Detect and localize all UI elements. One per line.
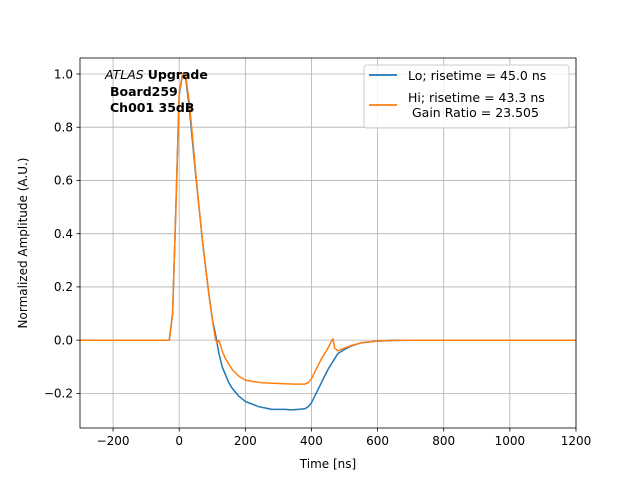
x-tick-label: 0 xyxy=(175,434,183,448)
y-tick-label: 0.4 xyxy=(54,227,73,241)
y-axis-label: Normalized Amplitude (A.U.) xyxy=(16,158,30,329)
annotation-line-1: ATLAS Upgrade xyxy=(104,67,208,82)
annotation-upgrade: Upgrade xyxy=(148,67,208,82)
legend-label-lo: Lo; risetime = 45.0 ns xyxy=(408,68,546,83)
annotation-atlas: ATLAS xyxy=(104,67,144,82)
annotation-channel: Ch001 35dB xyxy=(110,100,194,115)
legend-label-line: Lo; risetime = 45.0 ns xyxy=(408,68,546,83)
annotation-board: Board259 xyxy=(110,84,178,99)
series-layer xyxy=(80,73,576,411)
axes-frame xyxy=(79,57,577,429)
y-tick-label: 0.8 xyxy=(54,121,73,135)
x-tick-label: 800 xyxy=(432,434,455,448)
x-tick-label: 1200 xyxy=(561,434,592,448)
annotation: ATLAS Upgrade Board259 Ch001 35dB xyxy=(104,67,208,115)
legend-label-hi: Hi; risetime = 43.3 ns Gain Ratio = 23.5… xyxy=(408,90,545,120)
x-tick-label: 600 xyxy=(366,434,389,448)
x-axis-ticks: −200 0 200 400 600 800 1000 1200 xyxy=(97,428,592,448)
x-tick-label: 1000 xyxy=(495,434,526,448)
legend-label-line: Gain Ratio = 23.505 xyxy=(408,105,539,120)
y-tick-label: 0.6 xyxy=(54,174,73,188)
y-tick-label: 0.2 xyxy=(54,280,73,294)
legend-label-line: Hi; risetime = 43.3 ns xyxy=(408,90,545,105)
legend-box xyxy=(363,64,570,129)
y-tick-label: 0.0 xyxy=(54,333,73,347)
y-axis-ticks: −0.2 0.0 0.2 0.4 0.6 0.8 1.0 xyxy=(44,67,80,401)
x-axis-label: Time [ns] xyxy=(299,457,356,471)
x-tick-label: 400 xyxy=(300,434,323,448)
y-tick-label: 1.0 xyxy=(54,67,73,81)
x-tick-label: 200 xyxy=(234,434,257,448)
legend: Lo; risetime = 45.0 ns Hi; risetime = 43… xyxy=(363,64,570,129)
series-line-hi xyxy=(80,73,576,385)
y-tick-label: −0.2 xyxy=(44,387,73,401)
x-tick-label: −200 xyxy=(97,434,130,448)
